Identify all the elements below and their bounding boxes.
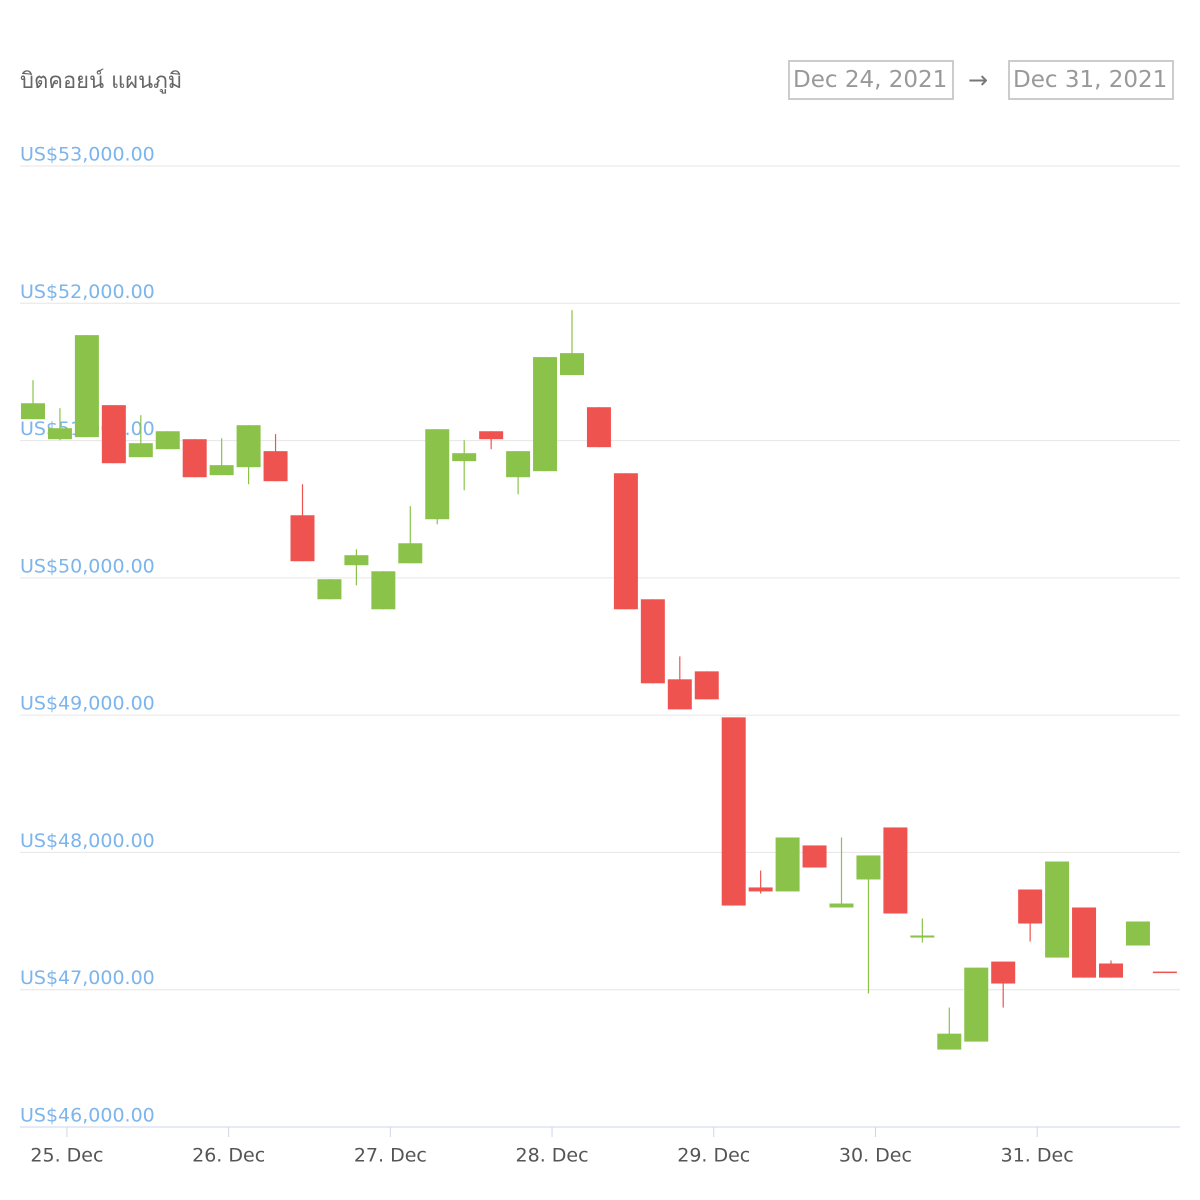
candle-body [452,453,477,462]
candle-body [506,451,531,478]
candle-body [991,961,1016,984]
candle-body [101,405,126,464]
candle-body [856,855,881,880]
candle-body [1125,921,1150,946]
candle-body [1099,963,1123,978]
y-tick-label: US$48,000.00 [20,830,155,852]
candle-body [47,428,72,440]
candle-body [667,679,692,710]
candle-body [586,407,611,448]
candle-body [560,353,584,376]
candle-body [317,579,342,600]
candle-body [721,717,746,906]
candle-body [236,425,261,468]
candle-body [21,403,45,420]
candle-body [1018,889,1043,924]
candle-body [829,903,854,908]
candle-body [775,837,800,892]
candle-body [1072,907,1097,978]
date-separator: → [968,66,989,94]
x-tick-label: 31. Dec [1001,1145,1074,1167]
y-tick-label: US$47,000.00 [20,967,155,989]
x-tick-label: 26. Dec [192,1145,265,1167]
candle-body [640,599,665,684]
x-tick-label: 29. Dec [677,1145,750,1167]
candle-body [290,515,315,562]
y-tick-label: US$52,000.00 [20,281,155,303]
y-tick-label: US$53,000.00 [20,144,155,166]
x-tick-label: 30. Dec [839,1145,912,1167]
candle-body [128,443,153,458]
candle-body [748,887,773,892]
date-to[interactable]: Dec 31, 2021 [1008,60,1174,100]
candle-body [74,335,99,438]
candle-body [613,473,638,610]
candle-body [883,827,908,914]
candle-body [1152,971,1177,974]
candle-body [398,543,423,564]
candle-body [155,431,180,450]
y-tick-label: US$49,000.00 [20,693,155,715]
chart-title: บิตคอยน์ แผนภูมิ [20,69,182,94]
candle-body [694,671,719,700]
y-tick-label: US$46,000.00 [20,1105,155,1127]
x-tick-label: 28. Dec [516,1145,589,1167]
date-from[interactable]: Dec 24, 2021 [788,60,954,100]
x-tick-label: 27. Dec [354,1145,427,1167]
candle-body [479,431,504,440]
candle-body [209,465,234,476]
candle-body [425,429,450,520]
candle-body [910,935,935,938]
candle-body [344,555,369,566]
candle-body [182,439,207,478]
candle-body [1045,861,1070,958]
candle-body [263,451,288,482]
candle-body [802,845,827,868]
candle-body [533,357,558,472]
candle-body [964,967,989,1042]
x-tick-label: 25. Dec [30,1145,103,1167]
y-tick-label: US$50,000.00 [20,555,155,577]
candle-body [937,1033,962,1050]
candle-body [371,571,396,610]
